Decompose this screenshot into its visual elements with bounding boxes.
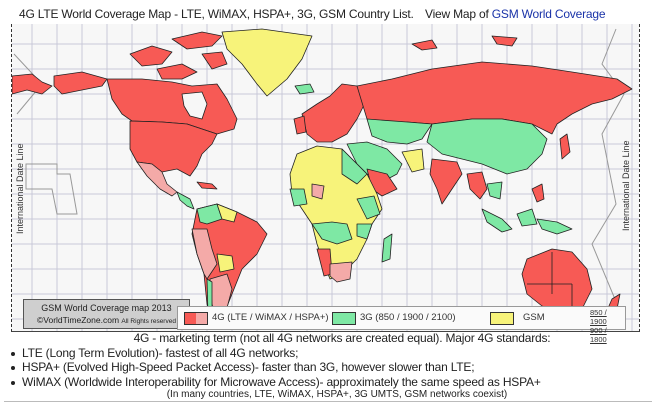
description: 4G - marketing term (not all 4G networks… <box>0 331 654 401</box>
legend-frequencies: 850 / 1900 900 / 1800 <box>590 308 625 344</box>
legend-label-3g: 3G (850 / 1900 / 2100) <box>360 312 456 323</box>
list-item: HSPA+ (Evolved High-Speed Packet Access)… <box>11 360 654 375</box>
legend-label-gsm: GSM <box>523 312 545 323</box>
legend-label-4g: 4G (LTE / WiMAX / HSPA+) <box>212 312 329 323</box>
coexist-note: (In many countries, LTE, WiMAX, HSPA+, 3… <box>166 389 508 400</box>
legend-swatch-gsm <box>490 312 514 325</box>
map-credit-box: GSM World Coverage map 2013 ©VorldTimeZo… <box>23 299 190 329</box>
credit-rights: All Rights reserved <box>121 318 176 325</box>
date-line-label-right: International Date Line <box>621 140 631 231</box>
legend-swatch-3g <box>332 312 356 325</box>
legend-swatch-4g-light <box>196 312 208 325</box>
map-graphic <box>12 24 639 331</box>
view-map-prefix: View Map of <box>425 7 492 21</box>
divider <box>4 401 652 402</box>
date-line-label-left: International Date Line <box>15 143 25 234</box>
list-item: WiMAX (Worldwide Interoperability for Mi… <box>11 375 654 390</box>
credit-copyright: ©VorldTimeZone.com All Rights reserved <box>24 314 189 328</box>
gsm-coverage-link[interactable]: GSM World Coverage <box>491 7 606 21</box>
page-title: 4G LTE World Coverage Map - LTE, WiMAX, … <box>19 7 414 21</box>
world-coverage-map: International Date Line International Da… <box>11 24 640 332</box>
credit-title: GSM World Coverage map 2013 <box>41 303 172 313</box>
freq-line-2: 900 / 1800 <box>590 326 607 344</box>
map-legend: 4G (LTE / WiMAX / HSPA+) 3G (850 / 1900 … <box>177 306 626 344</box>
title-bar: 4G LTE World Coverage Map - LTE, WiMAX, … <box>0 6 654 22</box>
list-item: LTE (Long Term Evolution)- fastest of al… <box>11 346 654 361</box>
standards-list: LTE (Long Term Evolution)- fastest of al… <box>0 346 654 390</box>
credit-site: ©VorldTimeZone.com <box>37 315 120 325</box>
freq-line-1: 850 / 1900 <box>590 308 607 326</box>
description-lead: 4G - marketing term (not all 4G networks… <box>133 331 551 345</box>
view-map-text: View Map of GSM World Coverage <box>425 7 606 21</box>
